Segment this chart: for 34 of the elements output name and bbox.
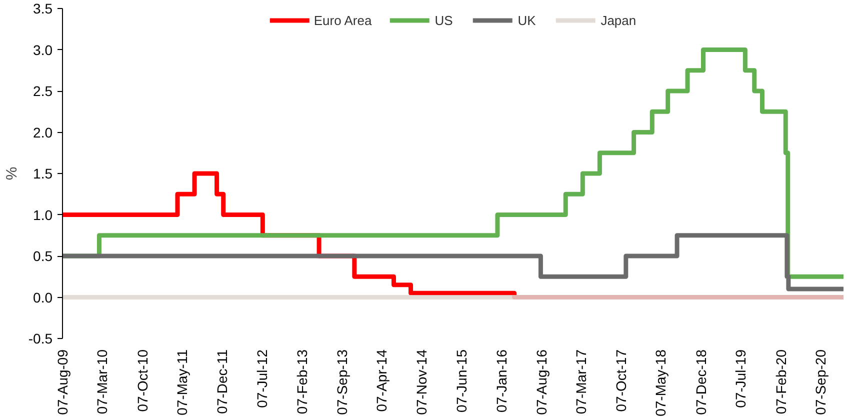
x-tick-label: 07-Dec-11 xyxy=(214,349,230,414)
x-tick-label: 07-Mar-10 xyxy=(94,349,110,414)
y-tick-label: 0.0 xyxy=(33,289,53,306)
y-axis-title: % xyxy=(3,166,20,180)
legend-label: Euro Area xyxy=(314,12,372,28)
x-tick-label: 07-Feb-20 xyxy=(772,349,789,414)
y-tick-label: 1.0 xyxy=(33,206,53,223)
y-tick-label: 1.5 xyxy=(33,166,53,182)
x-tick-label: 07-Aug-16 xyxy=(533,349,550,415)
x-tick-label: 07-Jul-12 xyxy=(254,349,270,408)
x-tick-label: 07-Sep-20 xyxy=(812,349,829,415)
x-tick-label: 07-Jan-16 xyxy=(493,349,510,413)
x-tick-label: 07-Nov-14 xyxy=(414,349,430,415)
x-tick-label: 07-Mar-17 xyxy=(572,349,589,414)
legend-label: Japan xyxy=(600,12,636,28)
x-tick-label: 07-Feb-13 xyxy=(294,349,310,414)
legend-label: UK xyxy=(518,12,537,28)
x-tick-label: 07-Oct-17 xyxy=(613,349,630,412)
y-tick-label: 3.0 xyxy=(33,42,53,58)
x-tick-label: 07-May-11 xyxy=(174,349,190,416)
legend-label: US xyxy=(434,12,454,28)
y-tick-label: 2.0 xyxy=(33,124,53,140)
x-tick-label: 07-Jul-19 xyxy=(732,349,749,408)
y-tick-label: 0.5 xyxy=(33,248,53,264)
y-tick-label: 3.5 xyxy=(33,0,53,16)
x-tick-label: 07-Apr-14 xyxy=(374,349,390,412)
x-tick-label: 07-Oct-10 xyxy=(134,349,150,412)
x-tick-label: 07-May-18 xyxy=(652,349,669,416)
y-tick-label: -0.5 xyxy=(28,330,53,346)
x-tick-label: 07-Sep-13 xyxy=(334,349,350,415)
x-tick-label: 07-Dec-18 xyxy=(692,349,709,415)
x-tick-label: 07-Aug-09 xyxy=(54,349,70,415)
y-tick-label: 2.5 xyxy=(33,83,53,99)
x-tick-label: 07-Jun-15 xyxy=(453,349,470,413)
